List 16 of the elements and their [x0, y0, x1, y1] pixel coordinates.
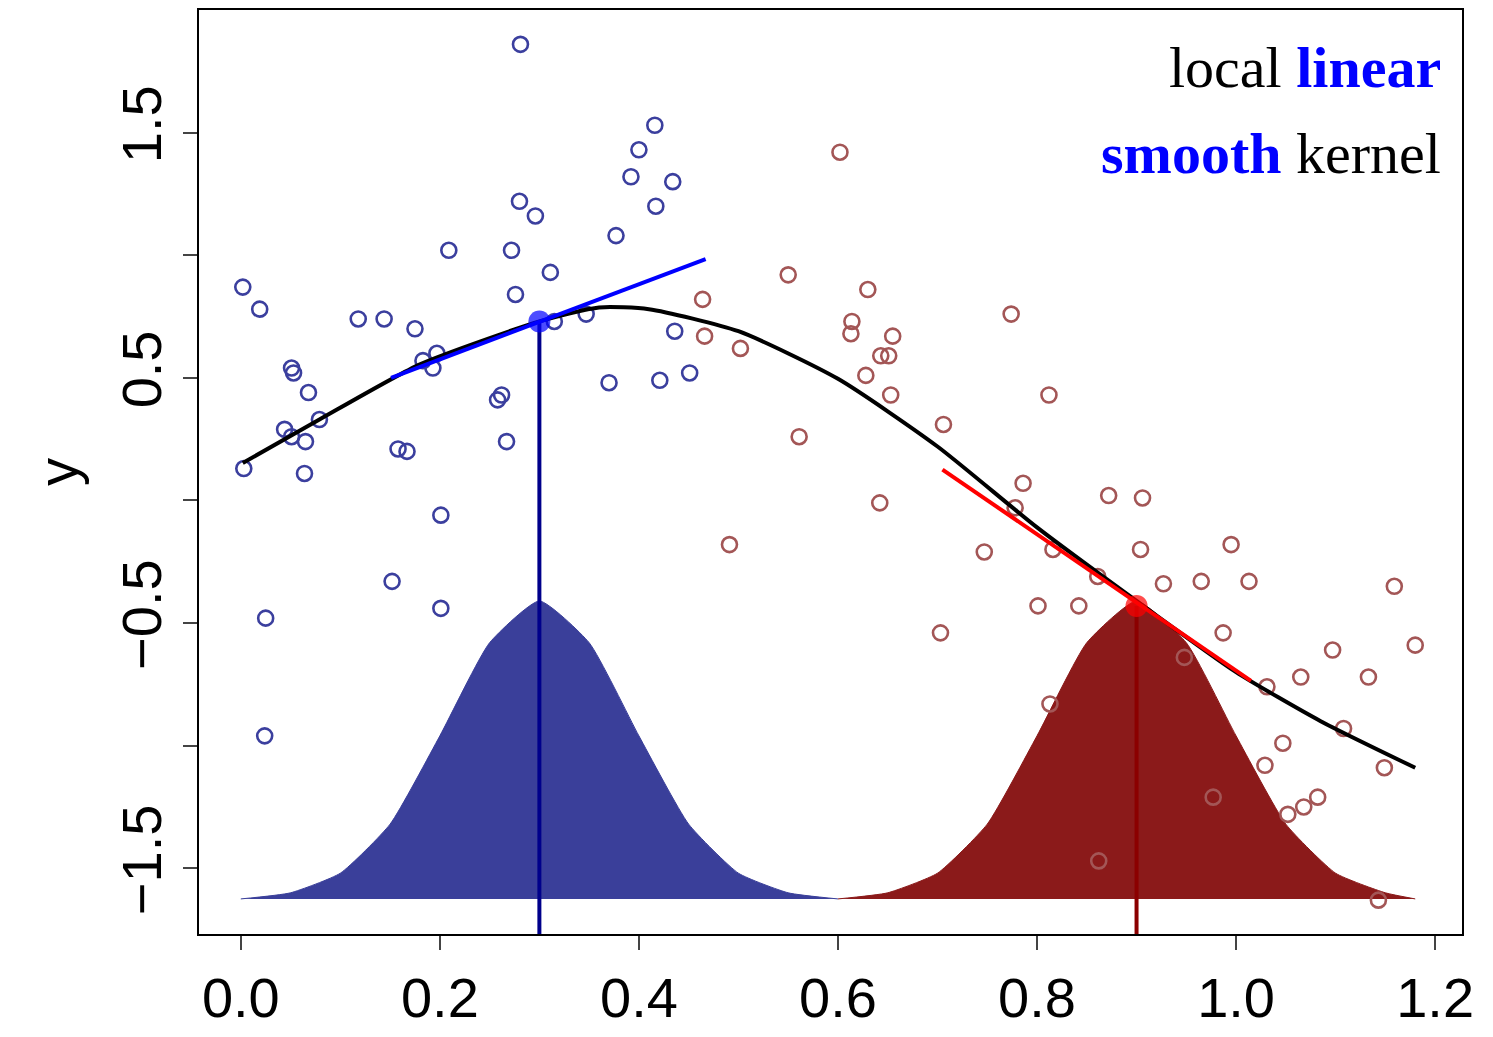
x-tick-label: 0.4 — [599, 966, 678, 1030]
x-tick-label: 1.0 — [1197, 966, 1275, 1030]
x-tick-label: 0.0 — [201, 966, 280, 1030]
y-tick-label: 1.5 — [109, 85, 173, 164]
x-tick-label: 0.2 — [400, 966, 479, 1030]
y-axis-title: y — [26, 458, 89, 486]
y-tick-label: 0.5 — [109, 330, 173, 409]
x-tick-label: 1.2 — [1396, 966, 1475, 1030]
annotation: local — [1169, 35, 1282, 100]
y-tick-label: −1.5 — [109, 804, 173, 916]
annotation: linear — [1296, 35, 1442, 100]
x-tick-label: 0.6 — [799, 966, 877, 1030]
x-tick-label: 0.8 — [998, 966, 1076, 1030]
annotation: smooth — [1101, 121, 1282, 186]
y-tick-label: −0.5 — [109, 559, 173, 670]
annotation: kernel — [1295, 121, 1441, 186]
